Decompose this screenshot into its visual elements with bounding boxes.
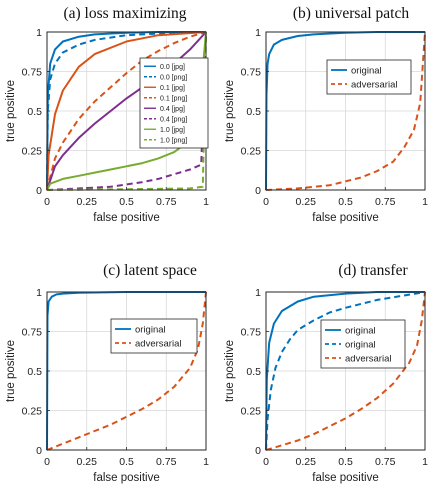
x-axis-label: false positive — [312, 472, 378, 484]
legend-box — [139, 57, 209, 149]
x-tick-label: 0 — [44, 196, 50, 208]
legend-box — [326, 59, 412, 95]
legend-label: original — [345, 340, 376, 351]
y-tick-label: 0.75 — [22, 327, 43, 339]
y-tick-label: 0 — [36, 445, 42, 457]
x-tick-label: 0.5 — [119, 456, 134, 468]
legend-label: 1.0 [png] — [160, 137, 187, 144]
x-tick-label: 0.75 — [156, 196, 177, 208]
x-tick-label: 0 — [263, 196, 269, 208]
series-line-7 — [46, 31, 207, 191]
chart-title: (a) loss maximizing — [63, 5, 186, 22]
y-tick-label: 0.5 — [246, 106, 261, 118]
series-line-1 — [265, 291, 426, 451]
legend-label: 1.0 [jpg] — [160, 127, 185, 134]
y-axis-label: true positive — [224, 80, 236, 142]
y-tick-label: 0 — [255, 185, 261, 197]
y-tick-label: 0.25 — [241, 146, 262, 158]
y-axis-label: true positive — [224, 340, 236, 402]
legend-box — [110, 318, 198, 354]
series-line-0 — [265, 291, 425, 451]
y-tick-label: 1 — [255, 287, 261, 299]
y-tick-label: 0.25 — [22, 146, 43, 158]
series-line-2 — [46, 31, 207, 191]
series-line-1 — [46, 291, 207, 451]
x-tick-label: 0.5 — [119, 196, 134, 208]
x-tick-label: 0.75 — [375, 456, 396, 468]
y-tick-label: 0.25 — [22, 406, 43, 418]
x-tick-label: 0 — [44, 456, 50, 468]
series-line-1 — [46, 31, 207, 191]
y-tick-label: 1 — [36, 287, 42, 299]
y-tick-label: 0.75 — [241, 327, 262, 339]
legend-label: 0.0 [png] — [160, 74, 187, 81]
x-tick-label: 1 — [203, 456, 209, 468]
x-tick-label: 0.5 — [338, 196, 353, 208]
chart-title: (c) latent space — [103, 262, 197, 279]
x-tick-label: 0.25 — [296, 456, 317, 468]
y-tick-label: 0.75 — [22, 67, 43, 79]
legend-label: 0.1 [jpg] — [160, 85, 185, 92]
x-tick-label: 0 — [263, 456, 269, 468]
x-tick-label: 1 — [203, 196, 209, 208]
y-tick-label: 0.5 — [27, 106, 42, 118]
x-tick-label: 0.25 — [77, 196, 98, 208]
chart-title: (d) transfer — [338, 262, 408, 279]
series-line-0 — [265, 31, 425, 191]
y-tick-label: 1 — [255, 27, 261, 39]
legend-label: adversarial — [135, 339, 181, 350]
x-axis-label: false positive — [93, 472, 159, 484]
legend-label: 0.4 [jpg] — [160, 106, 185, 113]
y-tick-label: 1 — [36, 27, 42, 39]
x-tick-label: 1 — [422, 456, 428, 468]
series-line-2 — [265, 291, 426, 451]
x-tick-label: 0.75 — [375, 196, 396, 208]
x-tick-label: 0.25 — [77, 456, 98, 468]
legend-label: original — [135, 325, 166, 336]
y-axis-label: true positive — [5, 340, 17, 402]
chart-panel-0: 00 0.25 0.25 0.5 0.5 0.75 0.75 1 1 false positive… — [5, 5, 209, 224]
x-tick-label: 1 — [422, 196, 428, 208]
chart-panel-2: 00 0.25 0.25 0.5 0.5 0.75 0.75 1 1 false positive… — [5, 262, 209, 484]
x-tick-label: 0.5 — [338, 456, 353, 468]
y-tick-label: 0.75 — [241, 67, 262, 79]
chart-title: (b) universal patch — [293, 5, 409, 22]
x-tick-label: 0.25 — [296, 196, 317, 208]
series-line-1 — [265, 31, 426, 191]
y-tick-label: 0.25 — [241, 406, 262, 418]
legend-label: adversarial — [345, 354, 391, 365]
chart-panel-3: 00 0.25 0.25 0.5 0.5 0.75 0.75 1 1 false positive… — [224, 262, 428, 484]
series-line-5 — [46, 31, 207, 191]
y-tick-label: 0 — [255, 445, 261, 457]
legend-label: 0.0 [jpg] — [160, 64, 185, 71]
series-line-3 — [46, 31, 207, 191]
x-tick-label: 0.75 — [156, 456, 177, 468]
y-tick-label: 0 — [36, 185, 42, 197]
y-tick-label: 0.5 — [246, 366, 261, 378]
legend-label: original — [345, 326, 376, 337]
x-axis-label: false positive — [312, 212, 378, 224]
y-tick-label: 0.5 — [27, 366, 42, 378]
legend-label: 0.1 [png] — [160, 95, 187, 102]
x-axis-label: false positive — [93, 212, 159, 224]
y-axis-label: true positive — [5, 80, 17, 142]
chart-panel-1: 00 0.25 0.25 0.5 0.5 0.75 0.75 1 1 false positive… — [224, 5, 428, 224]
legend-label: 0.4 [png] — [160, 116, 187, 123]
legend-label: adversarial — [351, 80, 397, 91]
legend-label: original — [351, 66, 382, 77]
